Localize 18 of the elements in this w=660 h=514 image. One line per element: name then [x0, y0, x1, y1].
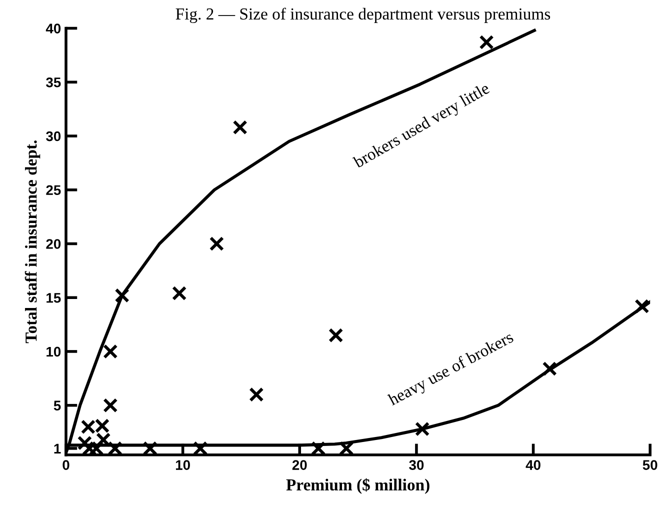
x-axis-title: Premium ($ million) [286, 478, 430, 494]
y-tick-label: 20 [46, 239, 61, 249]
y-tick-label: 5 [54, 400, 61, 410]
x-tick-label: 0 [62, 460, 70, 470]
x-tick-label: 10 [176, 460, 190, 470]
y-tick-label: 15 [46, 293, 61, 303]
y-tick-label: 30 [46, 131, 61, 142]
y-tick-label: 40 [46, 24, 61, 34]
y-tick-label: 1 [54, 444, 61, 454]
y-tick-label: 35 [46, 77, 61, 88]
x-tick-label: 20 [292, 460, 307, 470]
x-tick-label: 40 [526, 460, 540, 470]
x-tick-label: 50 [642, 460, 658, 470]
x-tick-label: 30 [409, 460, 424, 470]
y-tick-label: 25 [46, 185, 61, 196]
y-tick-label: 10 [46, 346, 61, 357]
y-axis-title: Total staff in insurance dept. [24, 140, 40, 344]
chart-title: Fig. 2 — Size of insurance department versus premiums [176, 8, 550, 24]
